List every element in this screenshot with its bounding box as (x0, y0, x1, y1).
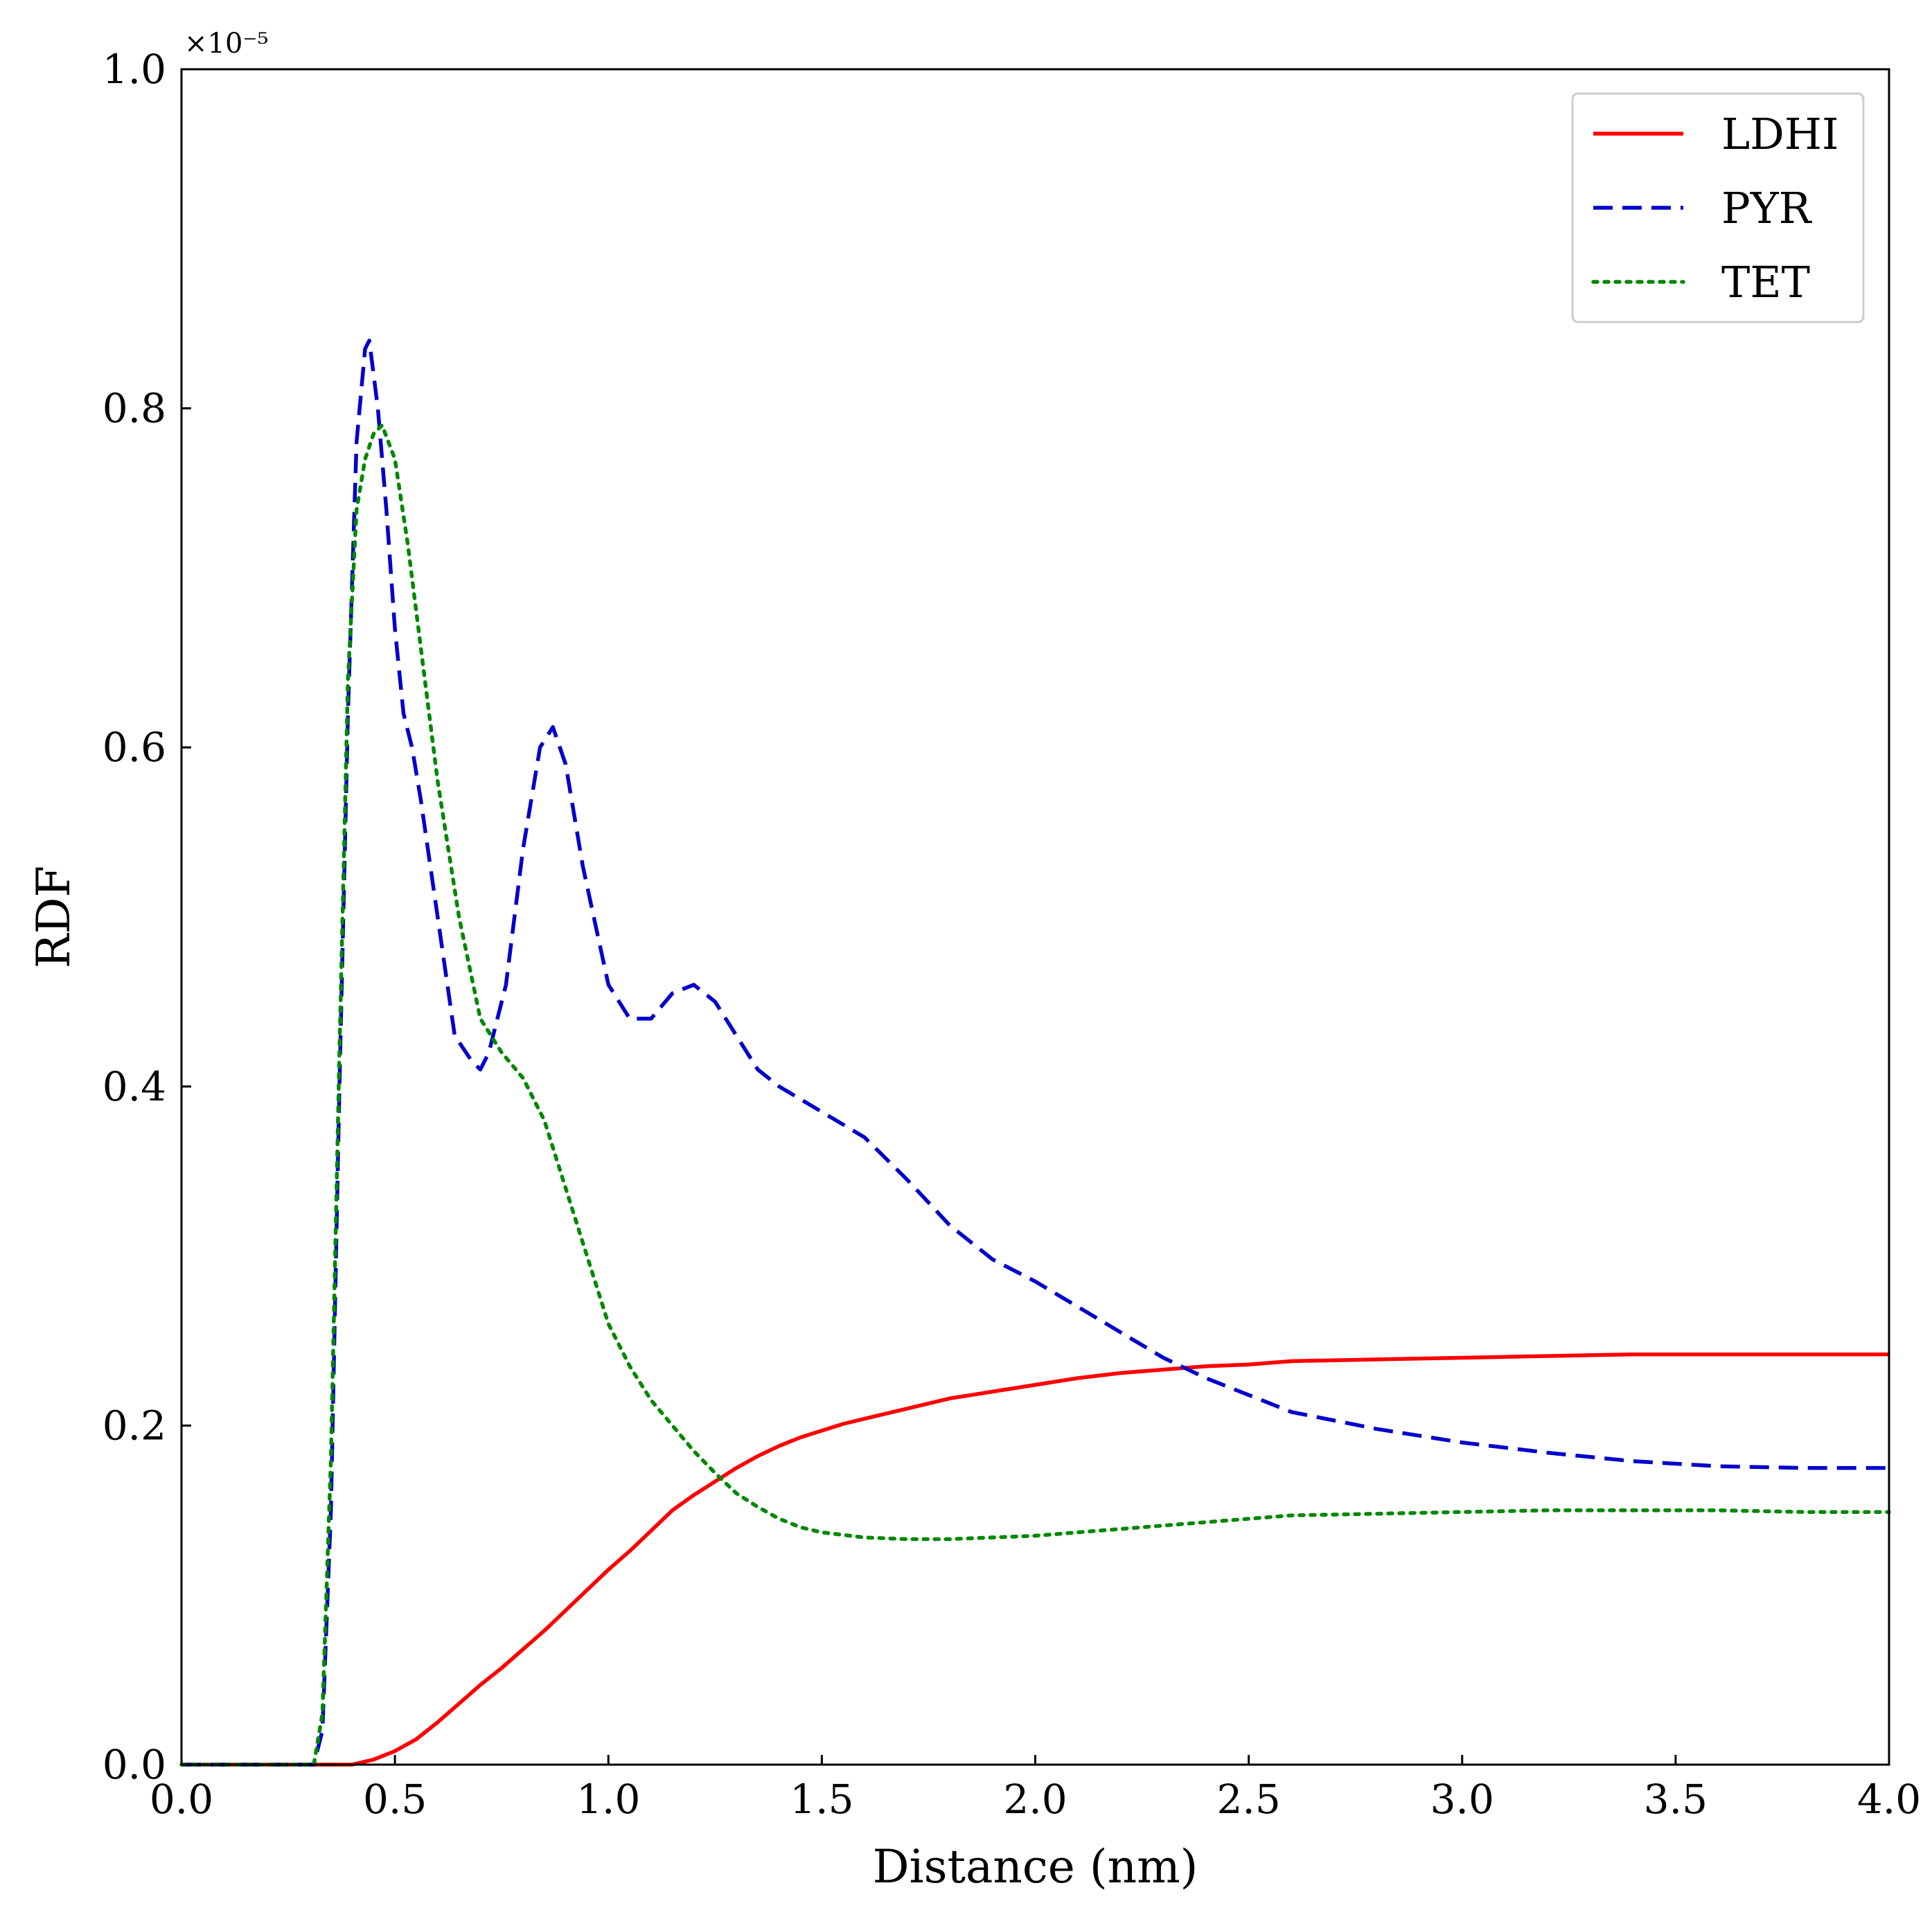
y-tick-label: 0.8 (103, 385, 166, 432)
legend: LDHI PYR TET (1571, 92, 1865, 323)
x-tick-label: 4.0 (1857, 1776, 1921, 1823)
x-tick-label: 1.0 (576, 1776, 640, 1823)
legend-label-ldhi: LDHI (1721, 109, 1838, 159)
y-axis-multiplier: ×10⁻⁵ (184, 28, 269, 60)
series-line-pyr (181, 338, 1889, 1767)
y-axis-label: RDF (27, 866, 80, 968)
x-tick-label: 2.0 (1003, 1776, 1067, 1823)
ticks-layer: 0.0 0.5 1.0 1.5 2.0 2.5 3.0 3.5 4.0 0.0 0.2 0.4 0.6 0… (103, 46, 1921, 1823)
y-tick-label: 0.0 (103, 1741, 166, 1788)
series-line-ldhi (181, 1352, 1889, 1767)
y-tick-label: 0.6 (103, 724, 166, 771)
x-axis-label: Distance (nm) (873, 1840, 1198, 1893)
x-tick-label: 0.5 (363, 1776, 427, 1823)
series-line-tet (179, 423, 1891, 1767)
x-tick-label: 3.0 (1430, 1776, 1494, 1823)
x-tick-label: 2.5 (1217, 1776, 1281, 1823)
legend-box (1571, 92, 1865, 323)
x-tick-label: 1.5 (790, 1776, 853, 1823)
legend-label-tet: TET (1721, 257, 1810, 307)
series-layer (179, 338, 1891, 1767)
x-tick-label: 3.5 (1644, 1776, 1708, 1823)
legend-label-pyr: PYR (1721, 183, 1813, 233)
x-tick-label: 0.0 (150, 1776, 213, 1823)
y-tick-label: 0.4 (103, 1063, 166, 1110)
y-tick-label: 1.0 (103, 46, 166, 93)
y-tick-label: 0.2 (103, 1402, 166, 1449)
